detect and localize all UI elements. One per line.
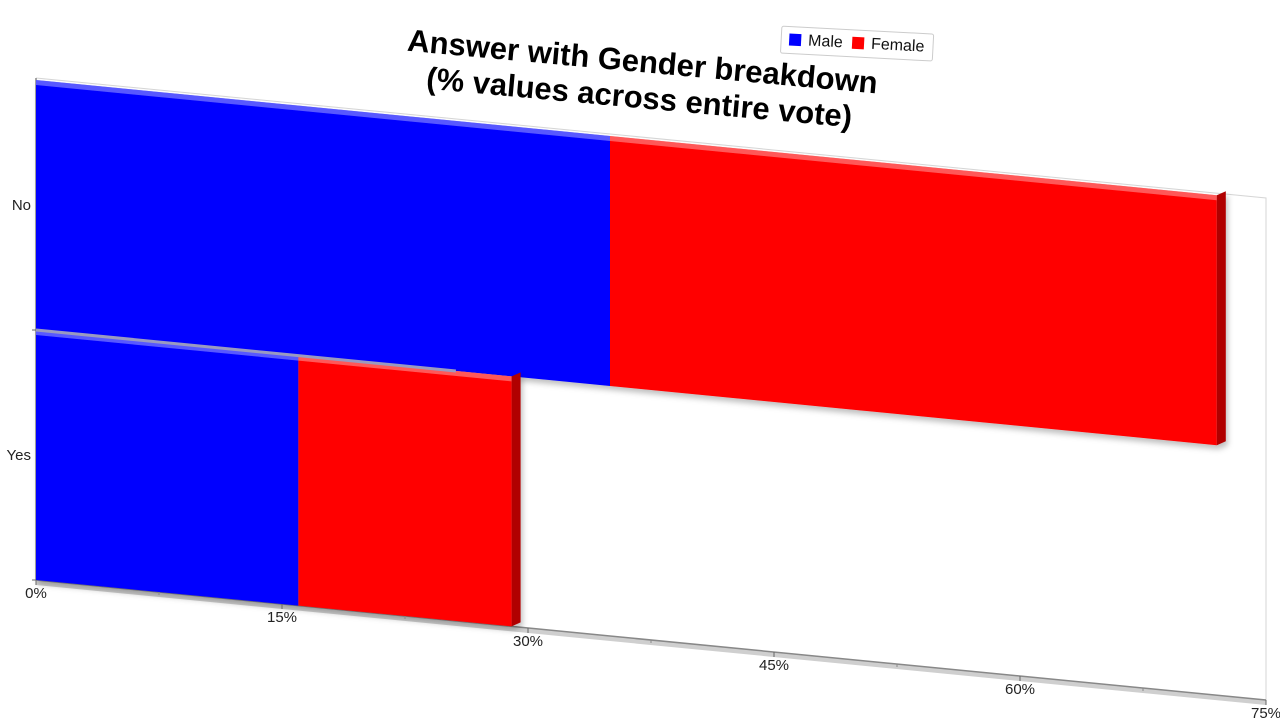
bar-row-yes bbox=[36, 330, 521, 627]
y-axis-categories: No Yes bbox=[7, 197, 36, 581]
bar-no-male bbox=[36, 80, 610, 386]
x-tick-label: 75% bbox=[1251, 705, 1280, 720]
bar-end-face bbox=[511, 372, 521, 627]
x-tick-label: 60% bbox=[1005, 681, 1035, 698]
x-tick-label: 0% bbox=[25, 585, 47, 602]
legend-swatch-male bbox=[788, 33, 802, 47]
bar-top-highlight bbox=[36, 80, 610, 141]
bar-no-female bbox=[610, 136, 1217, 446]
x-tick-label: 30% bbox=[513, 633, 543, 650]
legend-label-male: Male bbox=[808, 33, 844, 52]
y-tick-label: Yes bbox=[7, 447, 31, 464]
row-divider bbox=[35, 328, 456, 373]
x-tick-label: 15% bbox=[267, 609, 297, 626]
bars-layer bbox=[35, 80, 1226, 627]
x-axis-ticks: 0% 15% 30% 45% 60% 75% bbox=[25, 580, 1280, 720]
bar-yes-male bbox=[36, 330, 299, 606]
back-wall-edge bbox=[35, 77, 1267, 700]
bar-row-no bbox=[36, 80, 1226, 446]
bar-top-highlight bbox=[610, 136, 1217, 201]
bar-yes-female bbox=[298, 355, 512, 627]
bar-end-face bbox=[1216, 191, 1226, 446]
legend-swatch-female bbox=[851, 36, 865, 50]
legend-label-female: Female bbox=[871, 36, 925, 56]
legend: Male Female bbox=[780, 25, 935, 62]
x-tick-label: 45% bbox=[759, 657, 789, 674]
y-tick-label: No bbox=[12, 197, 31, 214]
